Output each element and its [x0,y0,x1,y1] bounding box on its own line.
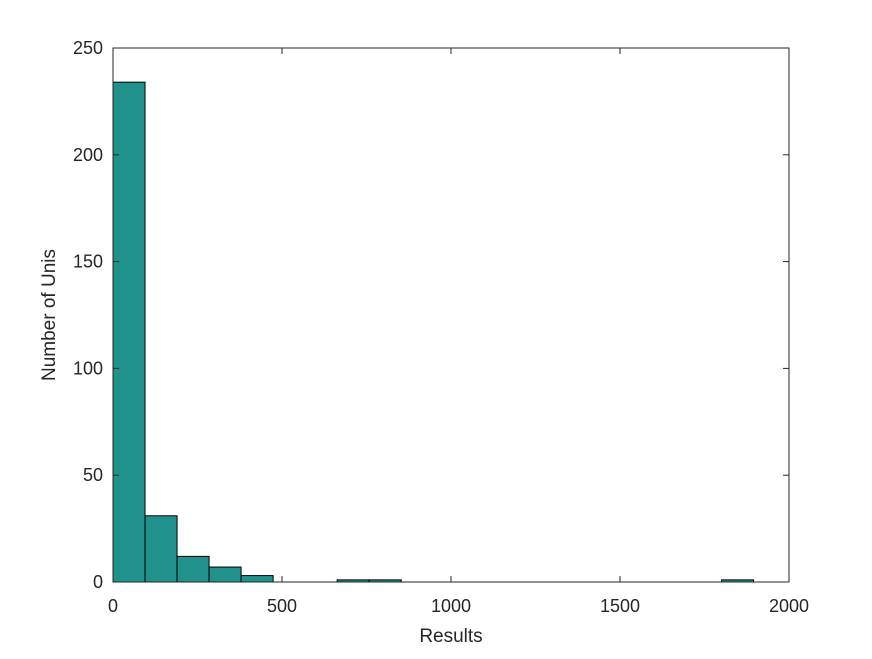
y-tick-label: 100 [73,358,103,378]
x-tick-label: 1500 [600,596,640,616]
histogram-bar [208,566,242,583]
x-tick-label: 1000 [431,596,471,616]
y-tick-label: 50 [83,465,103,485]
plot-frame [112,47,790,583]
y-tick-label: 0 [93,572,103,592]
histogram-bar [112,81,146,583]
y-tick-label: 150 [73,252,103,272]
histogram-bar [144,515,178,583]
y-tick-label: 250 [73,38,103,58]
x-tick-label: 2000 [769,596,809,616]
x-tick-label: 0 [108,596,118,616]
x-tick-label: 500 [267,596,297,616]
y-axis-label: Number of Unis [39,249,60,381]
y-tick-label: 200 [73,145,103,165]
x-axis-label: Results [419,626,482,647]
histogram-bar [176,555,210,583]
histogram-bar [240,575,274,583]
